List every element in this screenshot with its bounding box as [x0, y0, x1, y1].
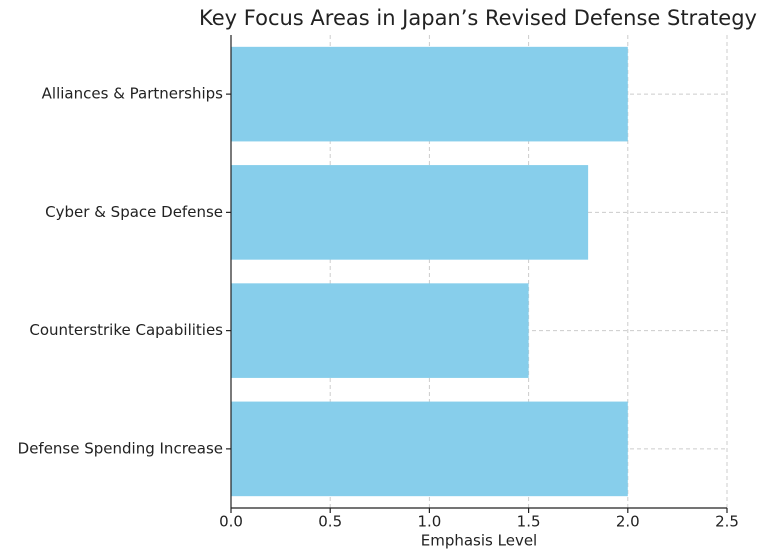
x-axis-label: Emphasis Level — [421, 532, 537, 550]
chart-title: Key Focus Areas in Japan’s Revised Defen… — [199, 6, 757, 30]
x-tick-label: 2.5 — [715, 513, 739, 531]
x-tick-label: 0.5 — [318, 513, 342, 531]
x-tick-label: 1.0 — [417, 513, 441, 531]
y-tick-label: Cyber & Space Defense — [45, 203, 223, 221]
y-tick-label: Defense Spending Increase — [18, 439, 223, 457]
bar — [231, 46, 628, 142]
bar — [231, 165, 589, 260]
x-tick-label: 1.5 — [517, 513, 541, 531]
y-tick-label: Alliances & Partnerships — [42, 85, 224, 103]
x-tick-label: 2.0 — [616, 513, 640, 531]
bar — [231, 283, 529, 378]
bar — [231, 401, 628, 497]
x-tick-label: 0.0 — [219, 513, 243, 531]
y-tick-label: Counterstrike Capabilities — [29, 321, 223, 339]
